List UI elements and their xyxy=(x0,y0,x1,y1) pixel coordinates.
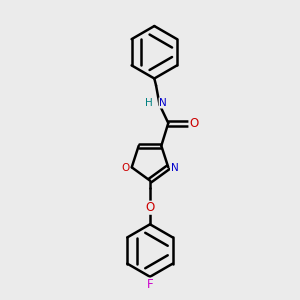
Text: O: O xyxy=(122,163,130,173)
Text: N: N xyxy=(170,163,178,173)
Text: N: N xyxy=(159,98,167,108)
Text: O: O xyxy=(189,117,198,130)
Text: F: F xyxy=(147,278,153,291)
Text: H: H xyxy=(145,98,153,108)
Text: O: O xyxy=(146,201,154,214)
